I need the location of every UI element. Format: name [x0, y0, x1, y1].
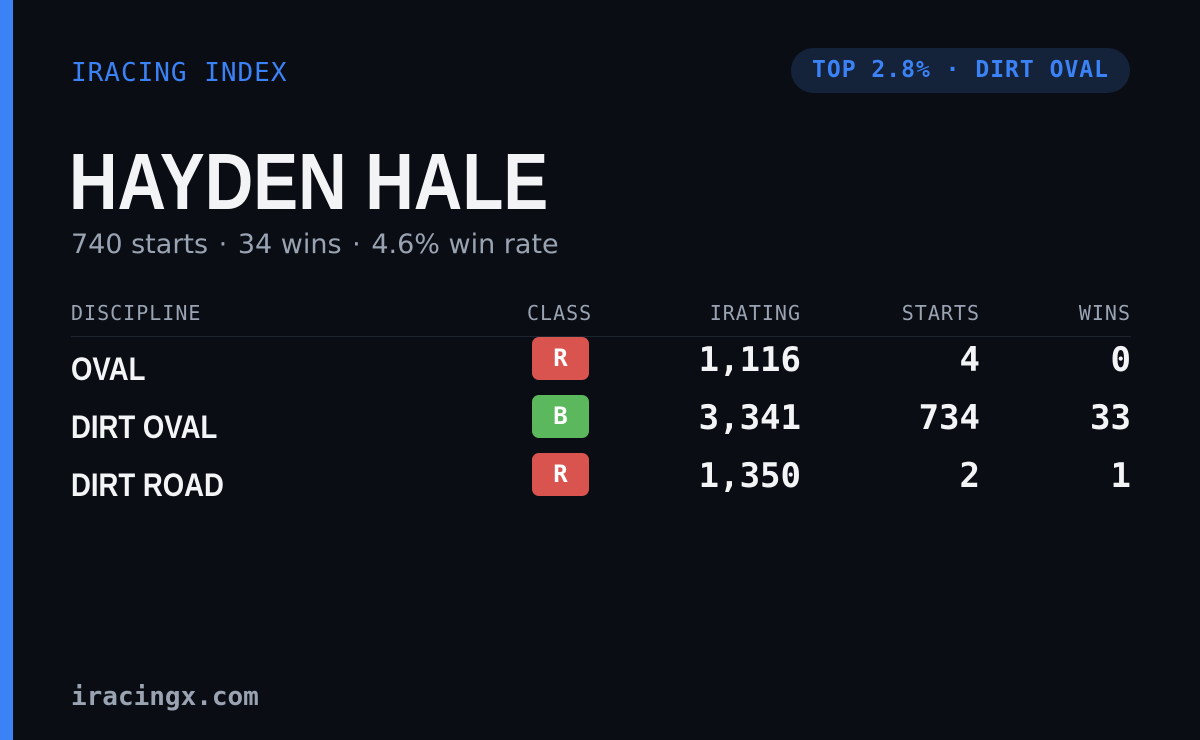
wins-value: 1 — [1110, 456, 1131, 496]
header-wins: WINS — [1078, 301, 1131, 325]
wins-value: 33 — [1090, 398, 1131, 438]
wins-value: 0 — [1110, 340, 1131, 380]
discipline-table: DISCIPLINE CLASS IRATING STARTS WINS OVA… — [71, 298, 1131, 511]
class-badge: R — [532, 337, 589, 380]
accent-bar — [0, 0, 13, 740]
table-row: DIRT ROAD R 1,350 2 1 — [71, 453, 1131, 511]
starts-value: 4 — [959, 340, 980, 380]
header-irating: IRATING — [709, 301, 801, 325]
class-badge: R — [532, 453, 589, 496]
driver-summary: 740 starts · 34 wins · 4.6% win rate — [71, 228, 559, 262]
wins-summary: 34 wins — [237, 229, 342, 260]
win-rate-summary: 4.6% win rate — [371, 229, 559, 260]
summary-separator: · — [352, 229, 361, 260]
irating-value: 3,341 — [698, 398, 801, 438]
discipline-name: DIRT OVAL — [71, 409, 218, 445]
class-badge: B — [532, 395, 589, 438]
discipline-name: OVAL — [71, 351, 146, 387]
starts-value: 734 — [918, 398, 980, 438]
site-url[interactable]: iracingx.com — [71, 682, 259, 712]
table-row: DIRT OVAL B 3,341 734 33 — [71, 395, 1131, 453]
table-row: OVAL R 1,116 4 0 — [71, 337, 1131, 395]
starts-value: 2 — [959, 456, 980, 496]
starts-summary: 740 starts — [71, 229, 209, 260]
summary-separator: · — [218, 229, 228, 260]
driver-name: HAYDEN HALE — [69, 137, 549, 226]
header-starts: STARTS — [901, 301, 980, 325]
header-class: CLASS — [527, 301, 593, 325]
irating-value: 1,116 — [698, 340, 801, 380]
table-header: DISCIPLINE CLASS IRATING STARTS WINS — [71, 298, 1131, 337]
discipline-name: DIRT ROAD — [71, 467, 224, 503]
irating-value: 1,350 — [698, 456, 801, 496]
brand-title: IRACING INDEX — [71, 58, 288, 88]
rank-badge: TOP 2.8% · DIRT OVAL — [791, 48, 1130, 93]
header-discipline: DISCIPLINE — [71, 301, 202, 325]
